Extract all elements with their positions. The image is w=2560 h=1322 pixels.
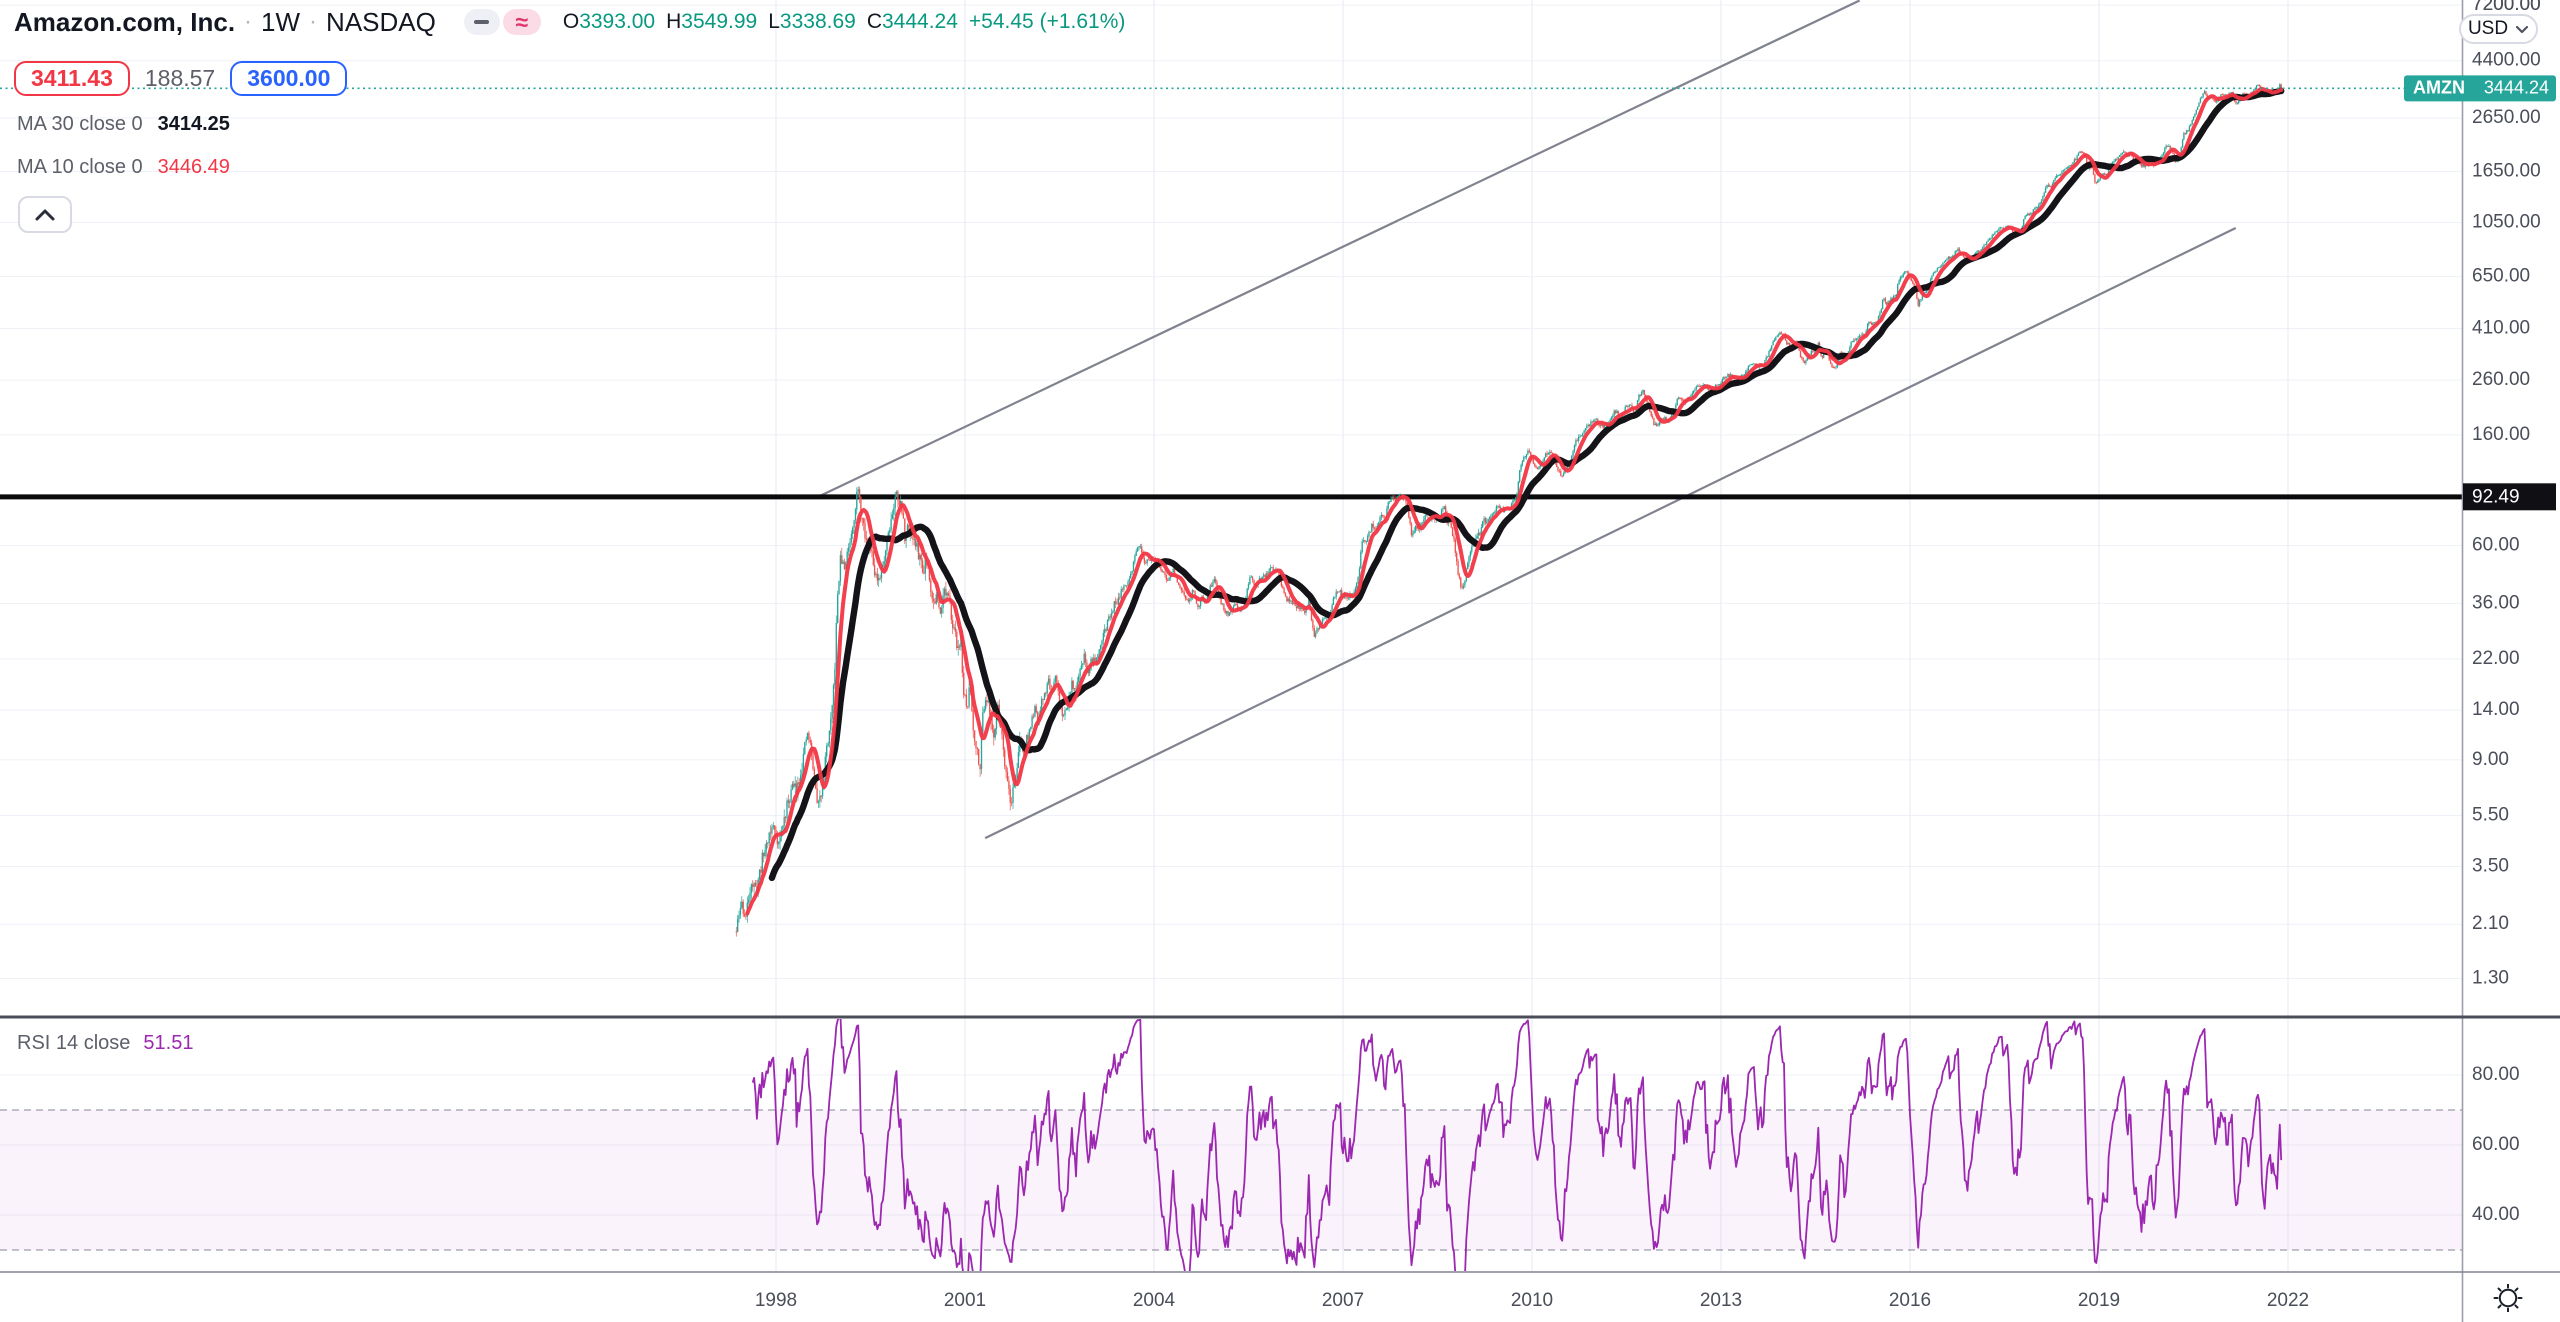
- svg-text:2.10: 2.10: [2472, 913, 2509, 934]
- ma10-legend[interactable]: MA 10 close 0 3446.49: [17, 156, 230, 179]
- ma10-line: [745, 86, 2284, 916]
- moving-averages-layer: [745, 86, 2285, 916]
- time-axis-settings-button[interactable]: [2486, 1279, 2530, 1317]
- open-value: 3393.00: [579, 10, 656, 33]
- time-axis-labels[interactable]: 1998 2001 2004 2007 2010 2013 2016 2019 2022: [755, 1290, 2309, 1311]
- close-label: C: [866, 10, 882, 33]
- ma10-label: MA 10 close 0: [17, 156, 143, 178]
- svg-text:2010: 2010: [1511, 1290, 1553, 1311]
- svg-text:80.00: 80.00: [2472, 1064, 2520, 1085]
- svg-text:60.00: 60.00: [2472, 535, 2520, 556]
- svg-text:2019: 2019: [2078, 1290, 2120, 1311]
- svg-text:40.00: 40.00: [2472, 1204, 2520, 1225]
- symbol-legend[interactable]: Amazon.com, Inc. · 1W · NASDAQ ≈ O3393.0…: [14, 5, 1125, 39]
- interval-label[interactable]: 1W: [261, 6, 301, 37]
- grid-layer: [0, 0, 2462, 1271]
- symbol-title[interactable]: Amazon.com, Inc.: [14, 6, 236, 37]
- hide-indicator-toggle[interactable]: [463, 9, 500, 35]
- order-quantity: 188.57: [144, 65, 216, 91]
- svg-text:260.00: 260.00: [2472, 369, 2530, 390]
- ohlc-readout: O3393.00 H3549.99 L3338.69 C3444.24 +54.…: [563, 10, 1126, 34]
- chevron-down-icon: [2515, 25, 2529, 33]
- last-price-tag[interactable]: AMZN 3444.24: [2404, 75, 2556, 102]
- gear-icon: [2493, 1284, 2523, 1312]
- rsi-layer: [751, 1019, 2283, 1271]
- currency-label: USD: [2467, 18, 2509, 39]
- svg-text:3444.24: 3444.24: [2484, 78, 2549, 98]
- price-axis-labels[interactable]: 7200.00 4400.00 2650.00 1650.00 1050.00 650.0…: [2472, 0, 2541, 988]
- svg-text:160.00: 160.00: [2472, 424, 2530, 445]
- approx-icon: ≈: [515, 8, 529, 35]
- top-cut-tick: 7200.00: [2472, 0, 2541, 15]
- ma30-label: MA 30 close 0: [17, 113, 143, 135]
- open-label: O: [562, 10, 580, 33]
- low-label: L: [768, 10, 780, 33]
- minus-icon: [474, 20, 490, 24]
- rsi-legend[interactable]: RSI 14 close 51.51: [17, 1032, 193, 1055]
- change-value: +54.45 (+1.61%): [968, 10, 1126, 33]
- high-value: 3549.99: [681, 10, 758, 33]
- rsi-label: RSI 14 close: [17, 1032, 131, 1054]
- svg-text:650.00: 650.00: [2472, 266, 2530, 287]
- trendline-1: [817, 0, 1861, 498]
- svg-text:14.00: 14.00: [2472, 699, 2520, 720]
- exchange-label[interactable]: NASDAQ: [326, 6, 436, 37]
- horizontal-line-price-tag[interactable]: 92.49: [2463, 483, 2556, 511]
- rsi-axis-labels[interactable]: 80.00 60.00 40.00: [2472, 1064, 2520, 1225]
- price-axis-background: [2463, 0, 2560, 1322]
- svg-text:2007: 2007: [1322, 1290, 1364, 1311]
- low-value: 3338.69: [779, 10, 856, 33]
- chevron-up-icon: [35, 209, 55, 220]
- ma30-line: [768, 87, 2285, 882]
- svg-text:2001: 2001: [944, 1290, 986, 1311]
- svg-text:3.50: 3.50: [2472, 856, 2509, 877]
- trendline-2: [984, 227, 2237, 840]
- currency-dropdown[interactable]: USD: [2459, 14, 2538, 44]
- svg-text:36.00: 36.00: [2472, 592, 2520, 613]
- svg-text:2022: 2022: [2267, 1290, 2309, 1311]
- svg-text:1998: 1998: [755, 1290, 797, 1311]
- trendlines[interactable]: [817, 0, 2237, 840]
- svg-text:1050.00: 1050.00: [2472, 212, 2541, 233]
- svg-text:2650.00: 2650.00: [2472, 107, 2541, 128]
- high-label: H: [666, 10, 682, 33]
- approx-price-badge[interactable]: ≈: [502, 8, 541, 35]
- svg-text:2013: 2013: [1700, 1290, 1742, 1311]
- svg-text:4400.00: 4400.00: [2472, 50, 2541, 71]
- svg-text:410.00: 410.00: [2472, 318, 2530, 339]
- svg-text:5.50: 5.50: [2472, 805, 2509, 826]
- order-widget: 3411.43 188.57 3600.00: [14, 61, 348, 96]
- svg-text:2016: 2016: [1889, 1290, 1931, 1311]
- svg-text:60.00: 60.00: [2472, 1134, 2520, 1155]
- svg-text:9.00: 9.00: [2472, 749, 2509, 770]
- ma30-value: 3414.25: [157, 113, 230, 135]
- separator-dot: ·: [244, 8, 253, 35]
- rsi-value: 51.51: [143, 1032, 194, 1054]
- svg-text:AMZN: AMZN: [2413, 78, 2465, 98]
- limit-price-box[interactable]: 3600.00: [230, 61, 348, 96]
- svg-text:1.30: 1.30: [2472, 967, 2509, 988]
- close-value: 3444.24: [882, 10, 958, 33]
- ma10-value: 3446.49: [157, 156, 230, 178]
- collapse-legend-button[interactable]: [18, 196, 72, 233]
- separator-dot: ·: [309, 8, 318, 35]
- svg-text:22.00: 22.00: [2472, 648, 2520, 669]
- svg-text:2004: 2004: [1133, 1290, 1176, 1311]
- svg-text:1650.00: 1650.00: [2472, 160, 2541, 181]
- svg-text:7200.00: 7200.00: [2472, 0, 2541, 15]
- ma30-legend[interactable]: MA 30 close 0 3414.25: [17, 113, 230, 136]
- svg-text:92.49: 92.49: [2472, 486, 2520, 507]
- stop-price-box[interactable]: 3411.43: [14, 61, 130, 96]
